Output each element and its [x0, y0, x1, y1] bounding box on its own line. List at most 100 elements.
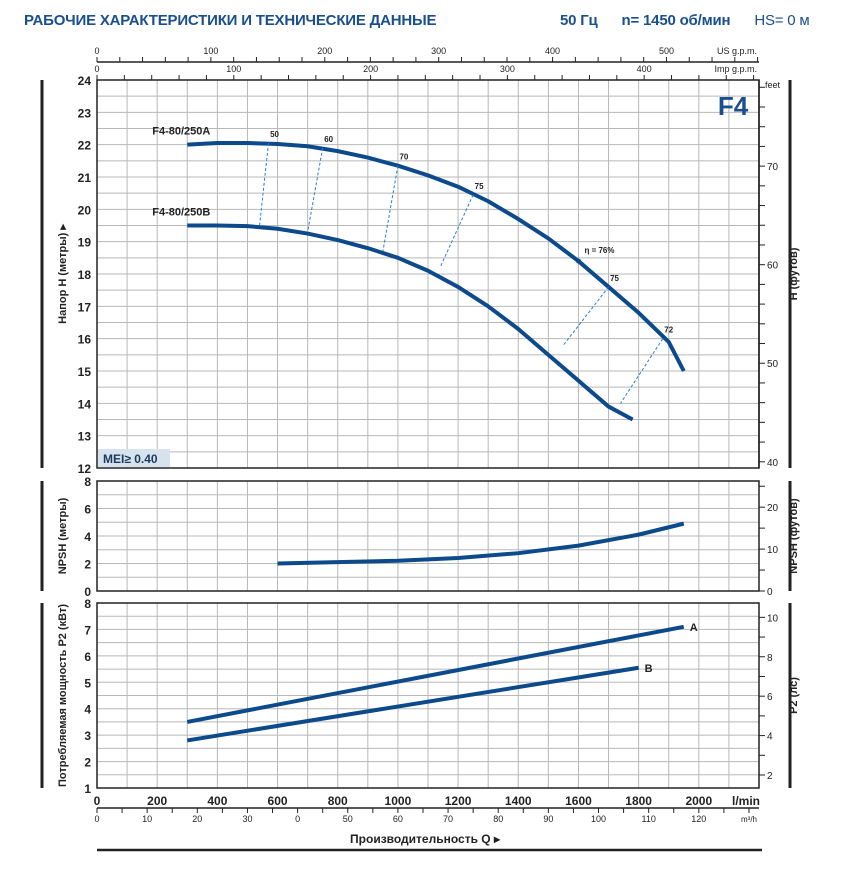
- y-tick-label: 4: [84, 530, 91, 544]
- y-tick-label: 13: [78, 430, 92, 444]
- y-tick-label: 20: [78, 203, 92, 217]
- model-title: F4: [718, 91, 749, 121]
- speed-label: n= 1450 об/мин: [621, 12, 731, 29]
- x-tick-label: 1000: [385, 794, 412, 808]
- npsh-feet-tick-label: 0: [767, 587, 773, 598]
- power-curve-b: [186, 665, 639, 743]
- y-tick-label: 8: [84, 597, 91, 611]
- efficiency-line: [620, 338, 664, 404]
- y-tick-label: 12: [78, 462, 92, 476]
- x-tick-label: 200: [147, 794, 167, 808]
- hp-tick-label: 8: [767, 653, 773, 664]
- feet-tick-label: 60: [767, 261, 779, 272]
- m3h-tick-label: 120: [691, 814, 706, 824]
- us-gpm-tick-label: 0: [94, 46, 99, 56]
- imp-gpm-tick-label: 100: [226, 64, 241, 74]
- us-gpm-tick-label: 300: [431, 46, 446, 56]
- curve-label: F4-80/250B: [152, 207, 210, 219]
- imp-gpm-unit: Imp g.p.m.: [714, 64, 757, 74]
- efficiency-label: 50: [270, 130, 279, 139]
- m3h-tick-label: 110: [641, 814, 655, 824]
- m3h-tick-label: 50: [343, 814, 353, 824]
- us-gpm-tick-label: 200: [317, 46, 332, 56]
- y-tick-label: 0: [84, 585, 91, 599]
- x-tick-label: 2000: [685, 794, 712, 808]
- x-tick-label: 1400: [505, 794, 532, 808]
- m3h-tick-label: 30: [242, 814, 252, 824]
- y-tick-label: 5: [84, 676, 91, 690]
- y-axis-label: NPSH (метры): [57, 497, 69, 574]
- y-tick-label: 7: [84, 623, 91, 637]
- feet-tick-label: 50: [767, 359, 779, 370]
- m3h-tick-label: 60: [393, 814, 403, 824]
- imp-gpm-tick-label: 200: [363, 64, 378, 74]
- efficiency-label: 75: [610, 274, 619, 283]
- y-tick-label: 2: [84, 756, 91, 770]
- m3h-tick-label: 10: [142, 814, 152, 824]
- imp-gpm-tick-label: 400: [637, 64, 652, 74]
- hs-label: HS= 0 м: [754, 12, 810, 29]
- efficiency-label: 72: [664, 326, 673, 335]
- efficiency-line: [307, 147, 324, 233]
- x-axis-label: Производительность Q ▸: [350, 832, 501, 846]
- us-gpm-tick-label: 100: [203, 46, 218, 56]
- y2-axis-label: NPSH (футов): [788, 498, 800, 574]
- m3h-unit-label: m³/h: [741, 815, 757, 824]
- y-tick-label: 22: [78, 139, 92, 153]
- y-tick-label: 3: [84, 729, 91, 743]
- y-tick-label: 2: [84, 558, 91, 572]
- y2-axis-label: P2 (лс): [788, 677, 800, 714]
- y-tick-label: 24: [78, 74, 92, 88]
- power-curve-label: A: [690, 622, 698, 634]
- page-title: РАБОЧИЕ ХАРАКТЕРИСТИКИ И ТЕХНИЧЕСКИЕ ДАН…: [24, 12, 437, 29]
- npsh-feet-tick-label: 20: [767, 503, 779, 514]
- y-tick-label: 18: [78, 268, 92, 282]
- hp-tick-label: 4: [767, 732, 773, 743]
- m3h-tick-label: 0: [295, 814, 300, 824]
- us-gpm-tick-label: 400: [545, 46, 560, 56]
- y-tick-label: 8: [84, 475, 91, 489]
- hp-tick-label: 10: [767, 613, 779, 624]
- y-axis-label: Напор H (метры) ▸: [57, 224, 69, 324]
- x-unit-label: l/min: [732, 794, 760, 808]
- feet-unit-label: feet: [765, 80, 781, 90]
- frequency-label: 50 Гц: [560, 12, 598, 29]
- efficiency-line: [563, 286, 609, 346]
- npsh-curve: [277, 521, 685, 566]
- x-tick-label: 600: [268, 794, 288, 808]
- us-gpm-unit: US g.p.m.: [717, 46, 757, 56]
- m3h-tick-label: 0: [94, 814, 99, 824]
- x-tick-label: 800: [328, 794, 348, 808]
- m3h-tick-label: 100: [591, 814, 606, 824]
- mei-badge: MEI≥ 0.40: [103, 452, 158, 466]
- y-tick-label: 16: [78, 333, 92, 347]
- plot-frame: [96, 602, 760, 789]
- y-tick-label: 4: [84, 703, 91, 717]
- imp-gpm-tick-label: 0: [94, 64, 99, 74]
- m3h-tick-label: 80: [493, 814, 503, 824]
- hp-tick-label: 2: [767, 771, 773, 782]
- y2-axis-label: H (футов): [788, 247, 800, 300]
- y-axis-label: Потребляемая мощность P2 (кВт): [57, 604, 69, 787]
- us-gpm-tick-label: 500: [659, 46, 674, 56]
- y-tick-label: 15: [78, 365, 92, 379]
- x-tick-label: 1800: [625, 794, 652, 808]
- y-tick-label: 14: [78, 397, 92, 411]
- y-tick-label: 1: [84, 782, 91, 796]
- y-tick-label: 23: [78, 106, 92, 120]
- hq-curve: [187, 223, 634, 422]
- plot-frame: [96, 480, 760, 592]
- m3h-tick-label: 20: [192, 814, 202, 824]
- y-tick-label: 6: [84, 503, 91, 517]
- efficiency-label: 75: [475, 182, 484, 191]
- y-tick-label: 19: [78, 236, 92, 250]
- x-tick-label: 1200: [445, 794, 472, 808]
- curve-label: F4-80/250A: [152, 126, 210, 138]
- feet-tick-label: 40: [767, 458, 779, 469]
- feet-tick-label: 70: [767, 162, 779, 173]
- bep-label: η = 76%: [584, 246, 614, 255]
- y-tick-label: 21: [78, 171, 92, 185]
- imp-gpm-tick-label: 300: [500, 64, 515, 74]
- x-tick-label: 0: [94, 794, 101, 808]
